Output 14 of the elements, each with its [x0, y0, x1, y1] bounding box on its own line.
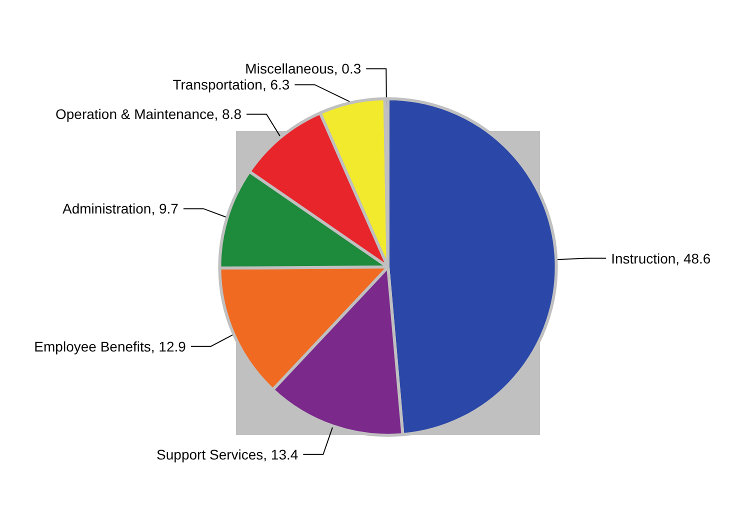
- data-label: , 13.4: [263, 446, 298, 462]
- slice-label: Miscellaneous: [245, 60, 334, 77]
- data-label: , 6.3: [262, 76, 290, 93]
- slice-label: Operation & Maintenance: [55, 106, 214, 122]
- slice-label: Support Services: [156, 446, 264, 462]
- slice-label: Instruction: [611, 250, 676, 266]
- slice-label: Employee Benefits: [34, 338, 151, 354]
- data-label: , 48.6: [676, 250, 711, 266]
- data-label: , 12.9: [150, 338, 186, 354]
- slice-label: Transportation: [172, 76, 262, 93]
- data-label: , 0.3: [334, 60, 362, 77]
- slice-label: Administration: [62, 200, 152, 217]
- data-label: , 8.8: [214, 106, 242, 122]
- data-label: , 9.7: [151, 200, 179, 217]
